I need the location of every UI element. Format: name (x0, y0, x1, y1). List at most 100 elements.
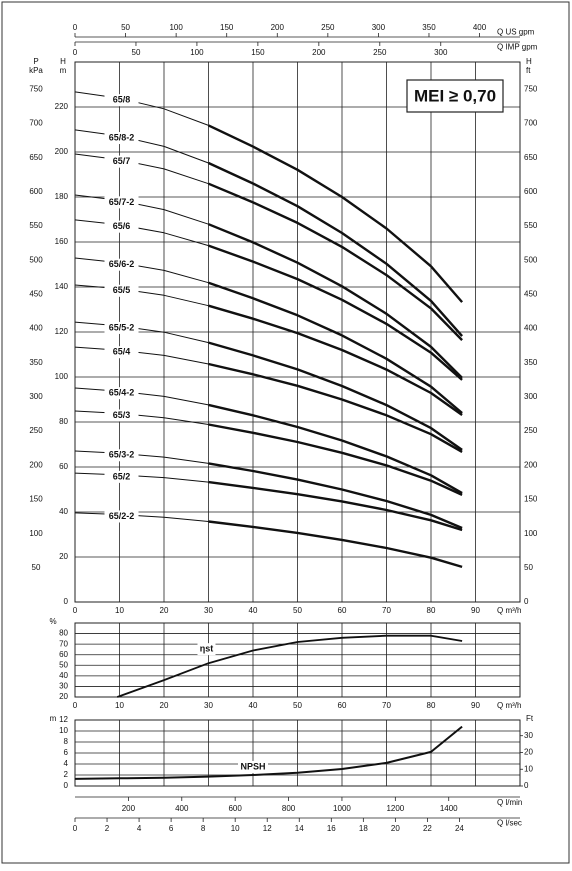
y-tick-label: 20 (59, 552, 68, 561)
curve (74, 91, 209, 126)
axis-title: Q l/min (497, 798, 522, 807)
label-bg (104, 155, 139, 168)
label-bg (104, 321, 139, 334)
label-bg (104, 220, 139, 233)
curve (207, 161, 463, 337)
y-tick-label: 140 (55, 282, 69, 291)
axis-tick-label: 700 (524, 119, 538, 128)
axis-tick-label: 450 (29, 290, 43, 299)
y-tick-label: 20 (59, 692, 68, 701)
y-tick-label: 30 (59, 682, 68, 691)
axis-tick-label: 100 (190, 48, 204, 57)
axis-title: Ft (526, 714, 534, 723)
curve-label: NPSH (240, 761, 265, 771)
axis-tick-label: 550 (524, 221, 538, 230)
axis-tick-label: 14 (295, 824, 304, 833)
curve (208, 244, 463, 381)
axis-tick-label: 200 (312, 48, 326, 57)
axis-tick-label: 500 (29, 255, 43, 264)
y-tick-label: 70 (59, 639, 68, 648)
axis-tick-label: 0 (524, 597, 529, 606)
label-bg (104, 284, 139, 297)
curve (74, 472, 209, 483)
axis-tick-label: 6 (169, 824, 174, 833)
axis-tick-label: 24 (455, 824, 464, 833)
axis-tick-label: 1200 (386, 804, 404, 813)
label-bg (197, 643, 216, 656)
x-tick-label: 60 (338, 606, 347, 615)
axis-tick-label: 150 (220, 23, 234, 32)
axis-tick-label: 800 (282, 804, 296, 813)
curve-label: 65/6-2 (109, 259, 135, 269)
x-tick-label: 30 (204, 701, 213, 710)
curve (208, 304, 463, 416)
axis-tick-label: 600 (524, 187, 538, 196)
axis-tick-label: 250 (321, 23, 335, 32)
annotation-box (406, 79, 504, 113)
axis-tick-label: 16 (327, 824, 336, 833)
curve-label: 65/5 (113, 285, 131, 295)
y-tick-label: 80 (59, 629, 68, 638)
axis-tick-label: 100 (29, 529, 43, 538)
y-axis-title: m (50, 714, 57, 723)
axis-tick-label: 650 (29, 153, 43, 162)
x-tick-label: 0 (73, 701, 78, 710)
x-axis-title: Q m³/h (497, 606, 521, 615)
x-tick-label: 90 (471, 606, 480, 615)
axis-tick-label: 750 (29, 84, 43, 93)
curve (74, 410, 209, 425)
axis-tick-label: 350 (422, 23, 436, 32)
curve-label: 65/3 (113, 410, 131, 420)
axis-tick-label: 100 (524, 529, 538, 538)
axis-title: H (60, 57, 66, 66)
y-tick-label: 4 (64, 759, 69, 768)
curve-label: 65/6 (113, 221, 131, 231)
axis-tick-label: 300 (434, 48, 448, 57)
x-tick-label: 20 (160, 606, 169, 615)
axis-tick-label: 400 (524, 324, 538, 333)
curve (208, 182, 463, 341)
curve (208, 223, 463, 379)
axis-title: Q l/sec (497, 819, 522, 828)
axis-tick-label: 10 (231, 824, 240, 833)
axis-title: Q IMP gpm (497, 43, 538, 52)
curve-label: 65/5-2 (109, 322, 135, 332)
y-tick-label: 8 (64, 737, 69, 746)
curve (74, 257, 209, 284)
axis-tick-label: 150 (29, 495, 43, 504)
axis-tick-label: 200 (29, 460, 43, 469)
curve (74, 450, 209, 464)
label-bg (104, 387, 139, 400)
y-tick-label: 100 (55, 372, 69, 381)
x-tick-label: 90 (471, 701, 480, 710)
curve (74, 346, 209, 365)
label-bg (104, 470, 139, 483)
axis-tick-label: 400 (29, 324, 43, 333)
axis-tick-label: 200 (524, 460, 538, 469)
curve (74, 153, 209, 185)
label-bg (104, 449, 139, 462)
x-tick-label: 40 (249, 701, 258, 710)
y-tick-label: 10 (59, 726, 68, 735)
axis-tick-label: 550 (29, 221, 43, 230)
x-tick-label: 70 (382, 701, 391, 710)
curve-label: 65/4 (113, 347, 131, 357)
y-tick-label: 220 (55, 102, 69, 111)
y-axis-title: % (49, 617, 56, 626)
y-tick-label: 60 (59, 650, 68, 659)
curve (74, 284, 209, 307)
axis-tick-label: 50 (524, 563, 533, 572)
curve (208, 341, 463, 451)
x-tick-label: 80 (427, 701, 436, 710)
curve-label: ηst (200, 644, 214, 654)
axis-tick-label: 0 (73, 23, 78, 32)
y-tick-label: 80 (59, 417, 68, 426)
axis-tick-label: 450 (524, 290, 538, 299)
curve-label: 65/4-2 (109, 388, 135, 398)
curve (74, 387, 209, 406)
axis-tick-label: 200 (122, 804, 136, 813)
y-tick-label: 6 (64, 748, 69, 757)
axis-tick-label: 150 (251, 48, 265, 57)
annotation: MEI ≥ 0,70 (414, 86, 496, 105)
